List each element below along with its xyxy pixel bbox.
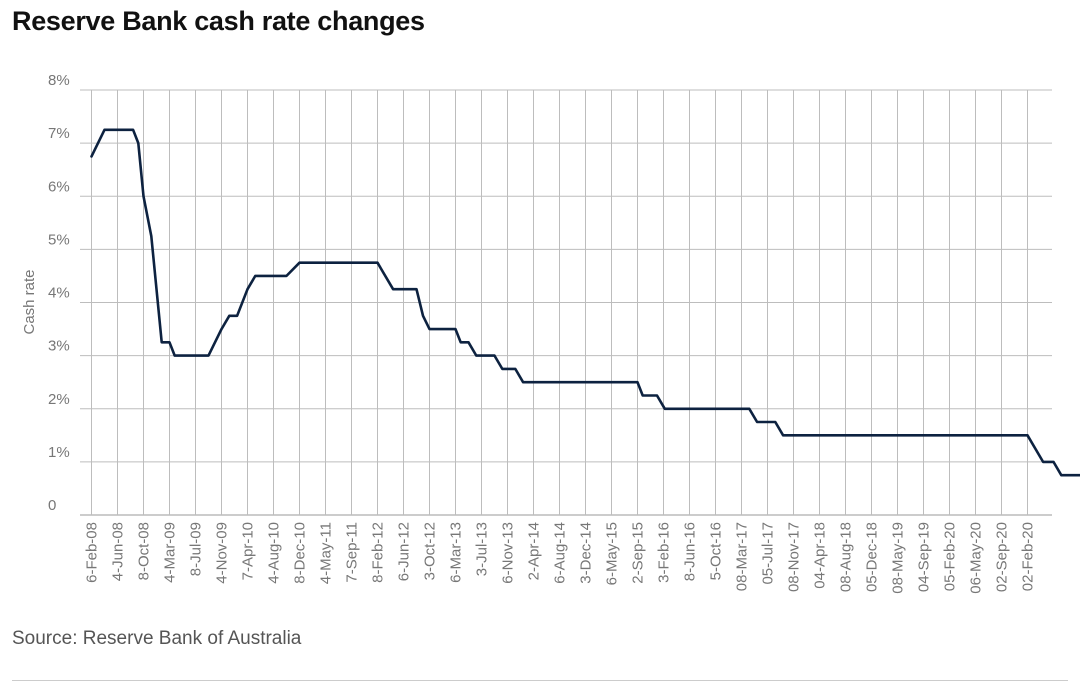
x-tick-label: 7-Sep-11 [344, 522, 361, 583]
bottom-divider [12, 680, 1068, 681]
x-tick-label: 06-May-20 [968, 522, 985, 594]
x-tick-label: 4-Aug-10 [266, 522, 283, 584]
x-tick-label: 3-Feb-16 [656, 522, 673, 583]
x-tick-label: 8-Feb-12 [370, 522, 387, 583]
x-tick-label: 4-Nov-09 [214, 522, 231, 584]
x-tick-label: 04-Apr-18 [812, 522, 829, 589]
x-tick-label: 4-Mar-09 [162, 522, 179, 583]
gridlines [80, 89, 1052, 516]
x-tick-label: 4-Jun-08 [110, 522, 127, 581]
x-tick-label: 08-Mar-17 [734, 522, 751, 591]
x-tick-label: 4-May-11 [318, 522, 335, 584]
y-tick-label: 5% [48, 231, 70, 248]
x-tick-label: 08-Aug-18 [838, 522, 855, 592]
y-tick-label: 1% [48, 444, 70, 461]
y-tick-label: 6% [48, 178, 70, 195]
y-tick-label: 2% [48, 391, 70, 408]
series-group [90, 128, 1080, 477]
x-tick-label: 05-Jul-17 [760, 522, 777, 585]
x-tick-label: 2-Apr-14 [526, 522, 543, 580]
x-tick-label: 3-Oct-12 [422, 522, 439, 580]
source-note: Source: Reserve Bank of Australia [12, 628, 302, 649]
y-tick-label: 7% [48, 125, 70, 142]
x-tick-label: 6-May-15 [604, 522, 621, 585]
x-tick-label: 02-Feb-20 [1020, 522, 1037, 591]
x-tick-label: 6-Aug-14 [552, 522, 569, 584]
x-tick-label: 8-Jun-16 [682, 522, 699, 581]
y-tick-label: 4% [48, 285, 70, 302]
x-tick-label: 3-Jul-13 [474, 522, 491, 576]
x-tick-label: 04-Sep-19 [916, 522, 933, 592]
x-axis-ticks: 6-Feb-08 4-Jun-08 8-Oct-08 4-Mar-09 8-Jul-09… [84, 522, 1037, 594]
x-tick-label: 05-Feb-20 [942, 522, 959, 591]
x-tick-label: 7-Apr-10 [240, 522, 257, 580]
x-tick-label: 8-Jul-09 [188, 522, 205, 576]
x-tick-label: 6-Jun-12 [396, 522, 413, 581]
x-tick-label: 02-Sep-20 [994, 522, 1011, 592]
cash-rate-line [90, 128, 1080, 477]
y-tick-label: 0 [48, 497, 56, 514]
x-tick-label: 2-Sep-15 [630, 522, 647, 584]
x-tick-label: 05-Dec-18 [864, 522, 881, 592]
x-tick-label: 6-Nov-13 [500, 522, 517, 584]
x-tick-label: 5-Oct-16 [708, 522, 725, 580]
y-tick-label: 8% [48, 72, 70, 89]
x-tick-label: 6-Feb-08 [84, 522, 101, 583]
chart-title: Reserve Bank cash rate changes [12, 6, 425, 36]
y-axis-title: Cash rate [21, 269, 38, 334]
x-tick-label: 8-Oct-08 [136, 522, 153, 580]
y-axis-ticks: 0 1% 2% 3% 4% 5% 6% 7% 8% [48, 72, 70, 514]
y-tick-label: 3% [48, 338, 70, 355]
x-tick-label: 6-Mar-13 [448, 522, 465, 583]
x-tick-label: 08-Nov-17 [786, 522, 803, 592]
x-tick-label: 3-Dec-14 [578, 522, 595, 584]
x-tick-label: 8-Dec-10 [292, 522, 309, 584]
x-tick-label: 08-May-19 [890, 522, 907, 594]
